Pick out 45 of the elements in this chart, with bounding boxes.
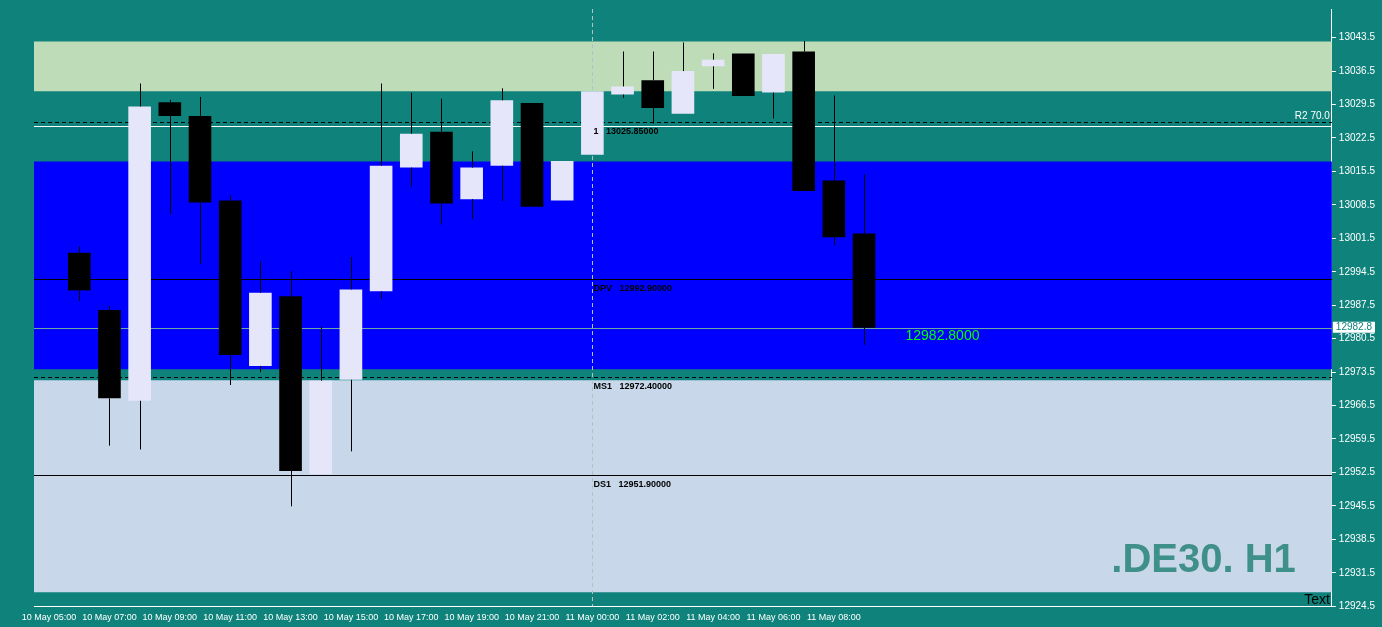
x-tick-label: 11 May 04:00 <box>686 612 741 623</box>
annotation: Text <box>1304 591 1330 608</box>
y-tick-label: 13043.5 <box>1338 31 1376 43</box>
x-tick-label: 10 May 07:00 <box>82 612 137 623</box>
y-tick-label: 13029.5 <box>1338 98 1376 110</box>
y-tick-label: 12952.5 <box>1338 466 1376 478</box>
x-tick-label: 10 May 05:00 <box>21 612 77 623</box>
y-tick-label: 12973.5 <box>1338 365 1376 377</box>
candlestick <box>460 150 483 220</box>
y-tick-label: 12980.5 <box>1338 332 1376 344</box>
y-tick-label: 13001.5 <box>1338 232 1376 244</box>
x-tick-label: 10 May 19:00 <box>444 612 499 623</box>
y-tick-label: 12966.5 <box>1338 399 1376 411</box>
ref-line-label: 1 13025.85000 <box>593 125 659 136</box>
ref-line-label: DS1 12951.90000 <box>593 479 671 490</box>
candlestick <box>671 41 695 114</box>
annotation: .DE30. H1 <box>1111 536 1296 581</box>
ref-line-label: MS1 12972.40000 <box>593 381 672 392</box>
candlestick <box>611 51 634 99</box>
x-tick-label: 11 May 00:00 <box>565 612 620 623</box>
ref-line-label: 12982.8 <box>1335 321 1373 333</box>
x-tick-label: 10 May 15:00 <box>323 612 379 623</box>
x-tick-label: 10 May 11:00 <box>203 612 258 623</box>
y-tick-label: 12959.5 <box>1338 432 1376 444</box>
y-tick-label: 12994.5 <box>1338 265 1376 277</box>
y-tick-label: 13008.5 <box>1338 198 1376 210</box>
ref-line-label: DPV 12992.90000 <box>593 283 672 294</box>
x-tick-label: 10 May 17:00 <box>384 612 439 623</box>
y-tick-label: 12931.5 <box>1338 566 1376 578</box>
y-tick-label: 12924.5 <box>1338 599 1376 611</box>
annotation: R2 70.0 <box>1294 109 1331 121</box>
x-tick-label: 10 May 21:00 <box>504 612 560 623</box>
candlestick <box>762 53 785 119</box>
y-tick-label: 12945.5 <box>1338 499 1376 511</box>
x-tick-label: 10 May 13:00 <box>263 612 318 623</box>
y-tick-label: 13022.5 <box>1338 131 1376 143</box>
y-tick-label: 12938.5 <box>1338 533 1376 545</box>
y-tick-label: 13036.5 <box>1338 64 1376 76</box>
x-tick-label: 10 May 09:00 <box>142 612 198 623</box>
y-tick-label: 13015.5 <box>1338 165 1376 177</box>
x-tick-label: 11 May 06:00 <box>746 612 801 623</box>
y-tick-label: 12987.5 <box>1338 298 1376 310</box>
x-tick-label: 11 May 02:00 <box>625 612 680 623</box>
x-tick-label: 11 May 08:00 <box>806 612 861 623</box>
annotation: 12982.8000 <box>905 326 980 343</box>
